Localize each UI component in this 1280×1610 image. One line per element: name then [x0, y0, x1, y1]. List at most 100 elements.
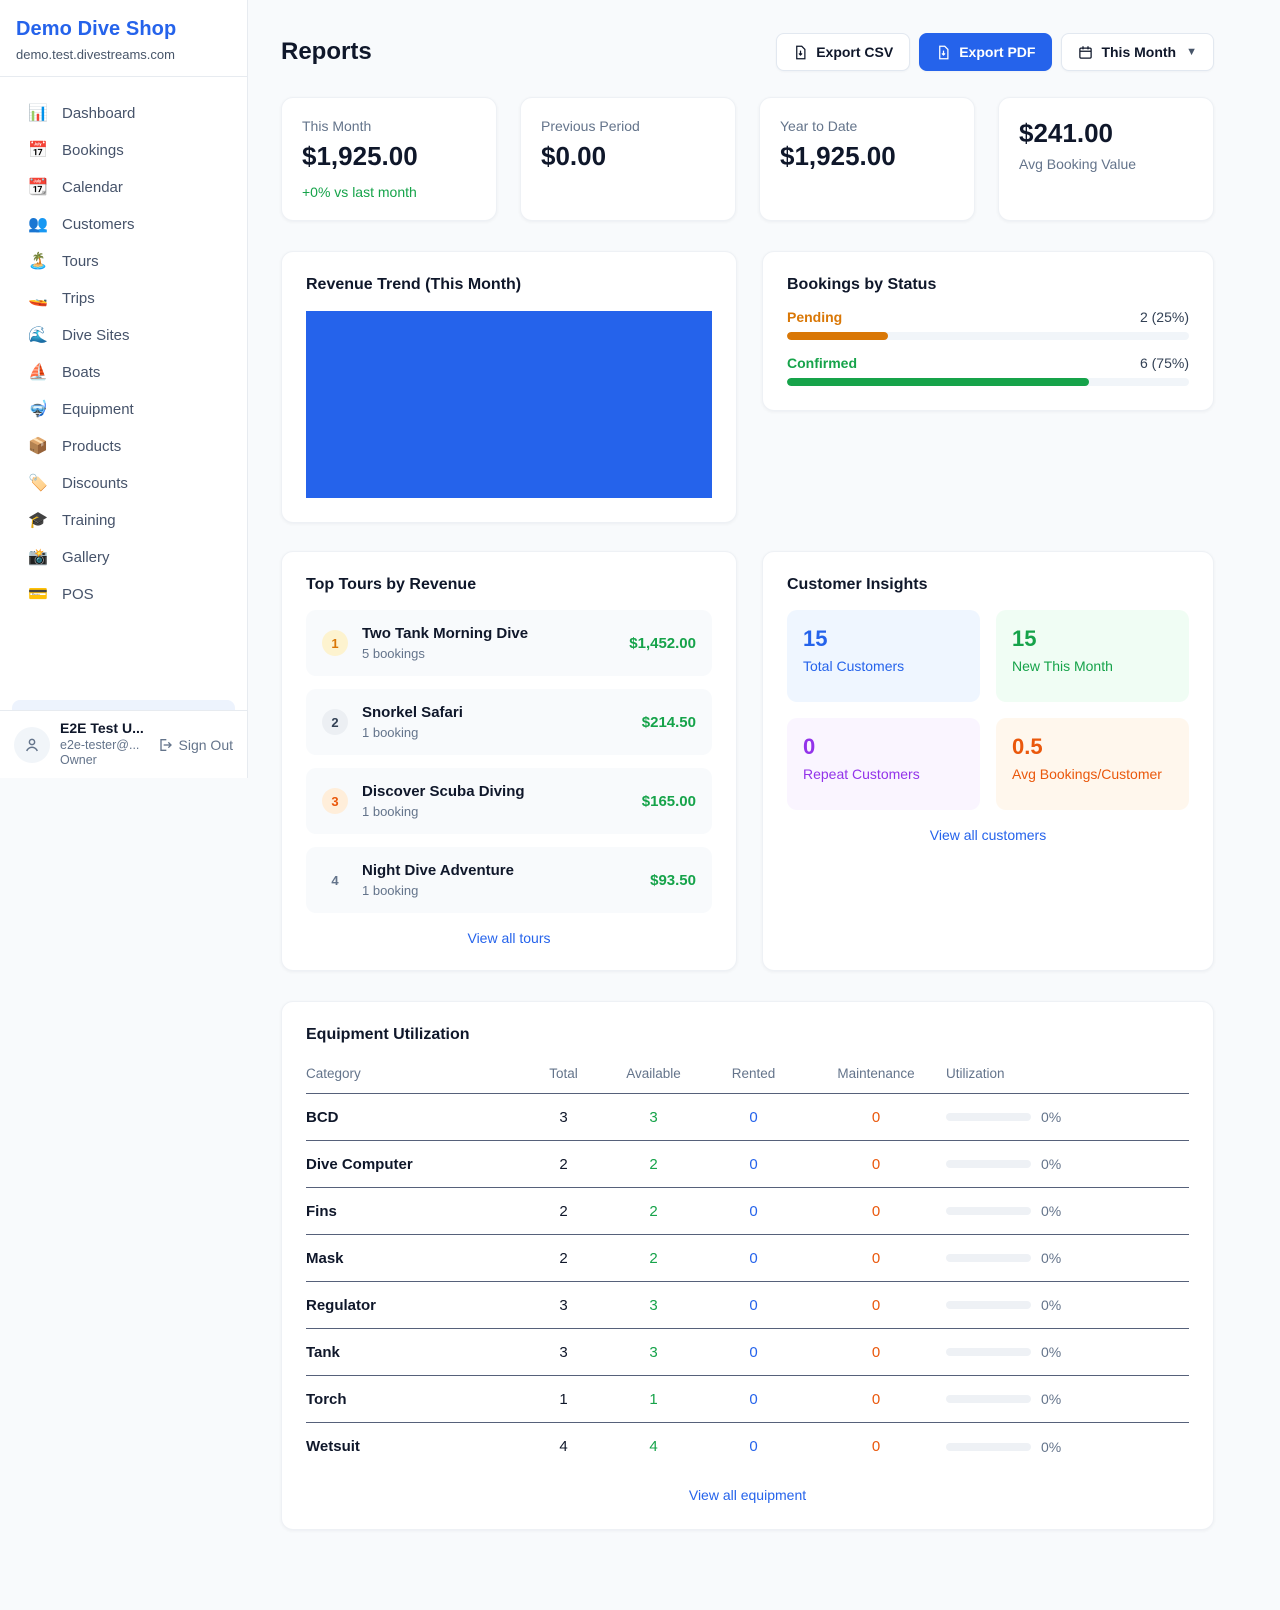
stats-row: This Month $1,925.00 +0% vs last month P…: [281, 97, 1214, 221]
sidebar-item-tours[interactable]: 🏝️ Tours: [28, 252, 99, 270]
view-all-equipment-link[interactable]: View all equipment: [688, 1487, 807, 1503]
tag-icon: 🏷️: [28, 474, 48, 492]
dashboard-icon: 📊: [28, 104, 48, 122]
calendar-icon: 📆: [28, 178, 48, 196]
utilization-bar: [946, 1348, 1031, 1356]
file-download-icon: [796, 45, 806, 59]
equipment-table-header: Category Total Available Rented Maintena…: [306, 1058, 1189, 1094]
utilization-bar: [946, 1395, 1031, 1403]
export-pdf-button[interactable]: Export PDF: [919, 33, 1053, 71]
top-tours-title: Top Tours by Revenue: [306, 576, 477, 593]
status-row-pending: Pending 2 (25%): [787, 309, 1189, 340]
tour-row: 1 Two Tank Morning Dive 5 bookings $1,45…: [306, 610, 712, 676]
tour-row: 3 Discover Scuba Diving 1 booking $165.0…: [306, 768, 712, 834]
header-actions: Export CSV Export PDF This Month ▼: [776, 33, 1214, 71]
main-content: Reports Export CSV Export PDF This Month: [248, 0, 1280, 1570]
sailboat-icon: ⛵: [28, 363, 48, 381]
package-icon: 📦: [28, 437, 48, 455]
sign-out-button[interactable]: Sign Out: [157, 737, 233, 753]
utilization-bar: [946, 1160, 1031, 1168]
insights-row: Top Tours by Revenue 1 Two Tank Morning …: [281, 551, 1214, 971]
table-row: Fins 2 2 0 0 0%: [306, 1188, 1189, 1235]
shop-domain: demo.test.divestreams.com: [16, 47, 175, 62]
bookings-by-status-title: Bookings by Status: [787, 276, 937, 293]
table-row: Mask 2 2 0 0 0%: [306, 1235, 1189, 1282]
confirmed-progress-track: [787, 378, 1189, 386]
calendar-icon: [1079, 45, 1093, 59]
user-section: E2E Test U... e2e-tester@... Owner Sign …: [0, 710, 247, 778]
customer-insights-title: Customer Insights: [787, 576, 928, 593]
file-download-icon: [939, 45, 949, 59]
table-row: Regulator 3 3 0 0 0%: [306, 1282, 1189, 1329]
table-row: BCD 3 3 0 0 0%: [306, 1094, 1189, 1141]
sidebar-item-trips[interactable]: 🚤 Trips: [28, 289, 95, 307]
bookings-calendar-icon: 📅: [28, 141, 48, 159]
sidebar-item-customers[interactable]: 👥 Customers: [28, 215, 135, 233]
utilization-bar: [946, 1254, 1031, 1262]
revenue-trend-card: Revenue Trend (This Month): [281, 251, 737, 523]
sidebar-item-bookings[interactable]: 📅 Bookings: [28, 141, 124, 159]
equipment-utilization-card: Equipment Utilization Category Total Ava…: [281, 1001, 1214, 1530]
island-icon: 🏝️: [28, 252, 48, 270]
sidebar-item-dashboard[interactable]: 📊 Dashboard: [28, 104, 136, 122]
confirmed-progress-fill: [787, 378, 1089, 386]
view-all-tours-link[interactable]: View all tours: [467, 930, 551, 946]
status-row-confirmed: Confirmed 6 (75%): [787, 355, 1189, 386]
person-icon: [26, 738, 38, 751]
logout-icon: [159, 738, 172, 751]
table-row: Wetsuit 4 4 0 0 0%: [306, 1438, 1062, 1455]
export-csv-button[interactable]: Export CSV: [776, 33, 911, 71]
stat-delta: +0% vs last month: [302, 184, 417, 200]
tour-row: 4 Night Dive Adventure 1 booking $93.50: [306, 847, 712, 913]
page-title: Reports: [281, 38, 372, 65]
pending-progress-fill: [787, 332, 888, 340]
page-header: Reports Export CSV Export PDF This Month: [281, 33, 1214, 71]
sidebar-item-dive-sites[interactable]: 🌊 Dive Sites: [28, 326, 130, 344]
user-meta: E2E Test U... e2e-tester@... Owner: [60, 720, 144, 769]
chevron-down-icon: ▼: [1186, 46, 1197, 58]
stat-card-previous-period: Previous Period $0.00: [520, 97, 736, 221]
tour-list: 1 Two Tank Morning Dive 5 bookings $1,45…: [306, 610, 712, 913]
utilization-bar: [946, 1207, 1031, 1215]
wave-icon: 🌊: [28, 326, 48, 344]
period-dropdown[interactable]: This Month ▼: [1061, 33, 1214, 71]
sidebar-nav: 📊 Dashboard 📅 Bookings 📆 Calendar 👥 Cust…: [0, 77, 247, 613]
insight-tiles: 15 Total Customers 15 New This Month 0 R…: [787, 610, 1189, 810]
table-row: Torch 1 1 0 0 0%: [306, 1376, 1189, 1423]
view-all-customers-link[interactable]: View all customers: [929, 827, 1047, 843]
sidebar-item-pos[interactable]: 💳 POS: [28, 585, 94, 603]
camera-icon: 📸: [28, 548, 48, 566]
sidebar: Demo Dive Shop demo.test.divestreams.com…: [0, 0, 248, 778]
speedboat-icon: 🚤: [28, 289, 48, 307]
credit-card-icon: 💳: [28, 585, 48, 603]
tile-avg-bookings-customer: 0.5 Avg Bookings/Customer: [996, 718, 1189, 810]
sidebar-item-training[interactable]: 🎓 Training: [28, 511, 116, 529]
active-nav-highlight-partial: [12, 700, 235, 710]
user-role: Owner: [60, 753, 97, 768]
utilization-bar: [946, 1301, 1031, 1309]
diving-mask-icon: 🤿: [28, 400, 48, 418]
tile-new-this-month: 15 New This Month: [996, 610, 1189, 702]
graduation-cap-icon: 🎓: [28, 511, 48, 529]
equipment-table: Category Total Available Rented Maintena…: [306, 1058, 1189, 1470]
sidebar-item-products[interactable]: 📦 Products: [28, 437, 122, 455]
sidebar-item-gallery[interactable]: 📸 Gallery: [28, 548, 110, 566]
stat-card-avg-booking-value: $241.00 Avg Booking Value: [998, 97, 1214, 221]
rank-badge: 4: [331, 872, 339, 888]
rank-badge: 2: [322, 709, 348, 735]
tile-repeat-customers: 0 Repeat Customers: [787, 718, 980, 810]
stat-card-this-month: This Month $1,925.00 +0% vs last month: [281, 97, 497, 221]
sidebar-item-calendar[interactable]: 📆 Calendar: [28, 178, 123, 196]
user-email: e2e-tester@...: [60, 737, 140, 752]
shop-name: Demo Dive Shop: [16, 18, 177, 40]
revenue-trend-title: Revenue Trend (This Month): [306, 276, 522, 293]
sidebar-item-boats[interactable]: ⛵ Boats: [28, 363, 101, 381]
user-name: E2E Test U...: [60, 720, 144, 737]
sidebar-item-discounts[interactable]: 🏷️ Discounts: [28, 474, 128, 492]
stat-card-year-to-date: Year to Date $1,925.00: [759, 97, 975, 221]
avatar: [14, 726, 50, 763]
utilization-bar: [946, 1442, 1031, 1451]
bookings-by-status-card: Bookings by Status Pending 2 (25%) Confi…: [762, 251, 1214, 411]
sidebar-item-equipment[interactable]: 🤿 Equipment: [28, 400, 134, 418]
tile-total-customers: 15 Total Customers: [787, 610, 980, 702]
